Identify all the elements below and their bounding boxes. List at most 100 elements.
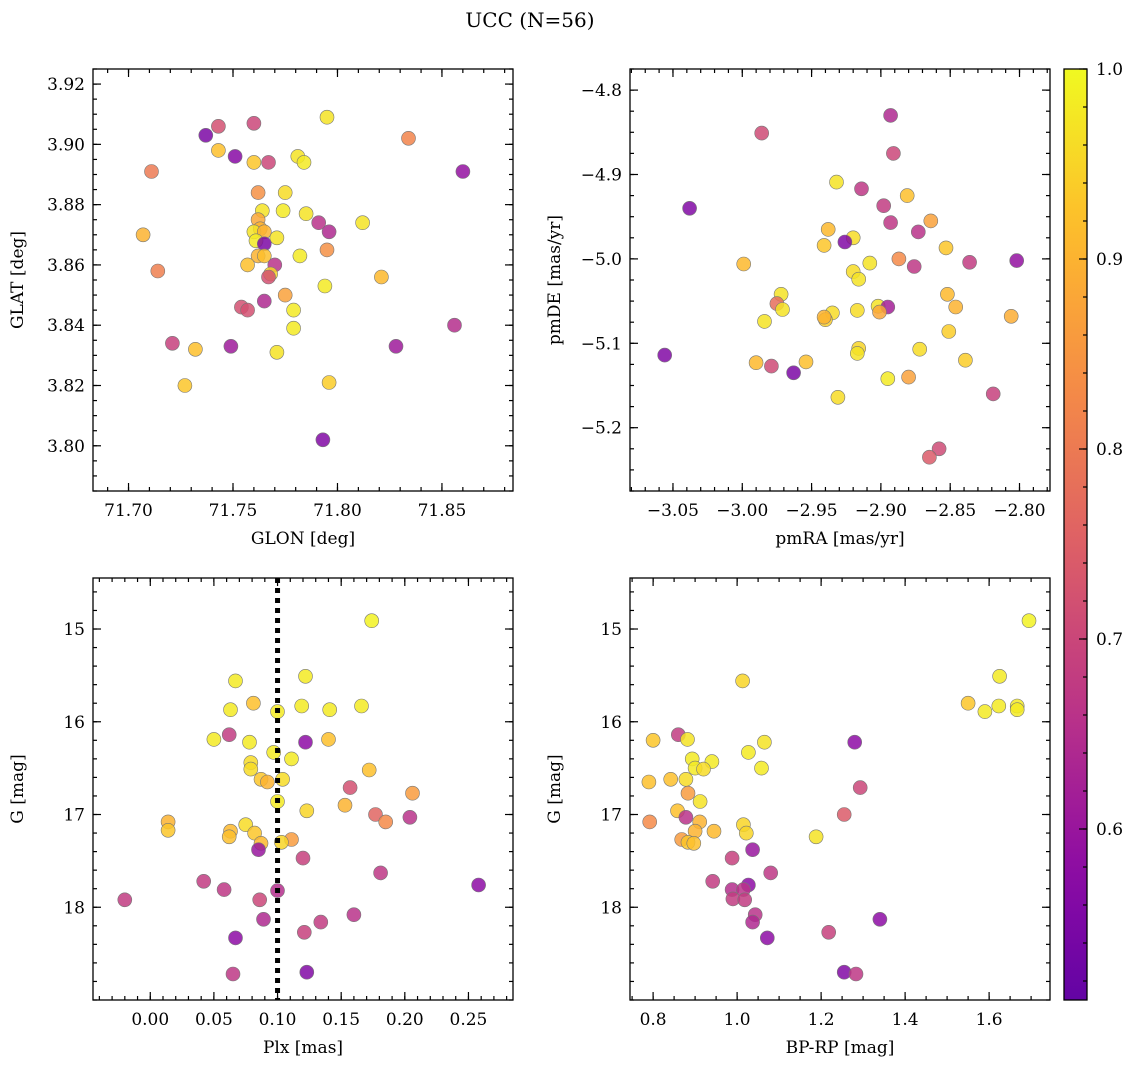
data-point bbox=[737, 892, 753, 908]
data-point bbox=[786, 365, 801, 381]
data-point bbox=[260, 774, 275, 790]
data-point bbox=[736, 256, 752, 272]
data-point bbox=[346, 907, 362, 923]
data-point bbox=[277, 287, 293, 303]
x-tick-label: 0.10 bbox=[259, 1010, 297, 1030]
x-axis-label: GLON [deg] bbox=[251, 529, 355, 549]
data-point bbox=[912, 341, 928, 357]
data-point bbox=[748, 355, 764, 371]
data-point bbox=[678, 809, 694, 825]
colorbar-gradient bbox=[1064, 69, 1087, 1000]
x-tick-label: −2.90 bbox=[855, 501, 907, 521]
x-tick-label: 0.00 bbox=[131, 1010, 169, 1030]
data-point bbox=[188, 341, 203, 357]
data-point bbox=[322, 702, 338, 718]
x-axis-label: pmRA [mas/yr] bbox=[775, 529, 904, 549]
colorbar-tick-label: 0.9 bbox=[1096, 250, 1123, 270]
x-tick-label: 0.15 bbox=[322, 1010, 360, 1030]
data-point bbox=[296, 924, 312, 940]
data-point bbox=[250, 185, 266, 200]
data-point bbox=[745, 842, 760, 858]
data-point bbox=[223, 702, 238, 718]
data-point bbox=[401, 131, 416, 146]
data-point bbox=[355, 215, 370, 230]
data-point bbox=[880, 371, 896, 387]
data-point bbox=[228, 673, 243, 689]
data-point bbox=[298, 668, 313, 684]
x-tick-label: 1.0 bbox=[724, 1010, 751, 1030]
y-tick-label: −5.1 bbox=[581, 334, 622, 354]
data-point bbox=[680, 732, 695, 747]
x-tick-label: −2.95 bbox=[786, 501, 838, 521]
y-tick-label: 18 bbox=[63, 898, 85, 918]
data-point bbox=[321, 224, 337, 240]
data-point bbox=[275, 203, 291, 218]
data-point bbox=[775, 302, 790, 317]
data-point bbox=[455, 164, 471, 179]
data-point bbox=[269, 230, 285, 246]
data-point bbox=[991, 698, 1007, 714]
data-point bbox=[948, 299, 964, 315]
data-point bbox=[315, 432, 331, 448]
data-point bbox=[177, 378, 193, 393]
data-point bbox=[354, 698, 369, 714]
scatter-points bbox=[117, 613, 486, 982]
y-tick-label: −4.8 bbox=[581, 81, 622, 101]
data-point bbox=[645, 732, 661, 748]
data-point bbox=[160, 822, 176, 838]
axes-frame bbox=[629, 68, 1051, 492]
data-point bbox=[196, 873, 211, 889]
data-point bbox=[757, 314, 772, 329]
data-point bbox=[165, 335, 180, 351]
data-point bbox=[848, 966, 864, 982]
data-point bbox=[862, 255, 878, 271]
data-point bbox=[269, 344, 285, 360]
y-tick-label: 15 bbox=[600, 620, 622, 640]
data-point bbox=[663, 771, 679, 787]
data-point bbox=[298, 206, 314, 221]
axes-frame bbox=[92, 68, 514, 492]
data-point bbox=[144, 164, 159, 179]
scatter-points bbox=[657, 108, 1025, 465]
data-point bbox=[286, 320, 301, 336]
data-point bbox=[798, 354, 814, 370]
x-tick-label: 71.75 bbox=[209, 501, 258, 521]
data-point bbox=[246, 155, 262, 170]
y-tick-label: 18 bbox=[600, 898, 622, 918]
y-tick-label: −5.0 bbox=[581, 250, 622, 270]
data-point bbox=[764, 358, 779, 374]
data-point bbox=[923, 213, 939, 229]
x-tick-label: 71.80 bbox=[313, 501, 362, 521]
data-point bbox=[977, 704, 993, 719]
data-point bbox=[206, 732, 222, 747]
panel-plx-g: 0.00 0.05 0.10 0.15 0.20 0.25 15 16 17 18 Plx [mas… bbox=[8, 577, 514, 1058]
data-point bbox=[883, 215, 898, 230]
y-tick-label: 3.90 bbox=[47, 135, 85, 155]
data-point bbox=[299, 964, 315, 980]
data-point bbox=[251, 842, 266, 858]
data-point bbox=[240, 302, 255, 318]
data-point bbox=[816, 309, 832, 325]
x-axis-label: BP-RP [mag] bbox=[786, 1038, 895, 1058]
data-point bbox=[364, 613, 380, 629]
data-point bbox=[337, 797, 353, 813]
data-point bbox=[886, 146, 901, 161]
data-point bbox=[296, 155, 312, 170]
data-point bbox=[135, 227, 151, 243]
data-point bbox=[678, 771, 694, 787]
y-tick-label: 15 bbox=[63, 620, 85, 640]
data-point bbox=[763, 865, 779, 881]
data-point bbox=[317, 278, 333, 294]
data-point bbox=[246, 695, 261, 711]
data-point bbox=[872, 304, 887, 320]
data-point bbox=[294, 698, 310, 714]
data-point bbox=[941, 324, 957, 339]
panel-glon-glat: 71.70 71.75 71.80 71.85 3.80 3.82 3.84 3.86 3.88… bbox=[8, 68, 514, 549]
data-point bbox=[738, 825, 754, 841]
data-point bbox=[940, 286, 955, 302]
data-point bbox=[378, 814, 394, 830]
x-tick-label: −2.80 bbox=[993, 501, 1045, 521]
data-point bbox=[1009, 253, 1025, 268]
data-point bbox=[374, 269, 389, 285]
data-point bbox=[931, 441, 947, 457]
